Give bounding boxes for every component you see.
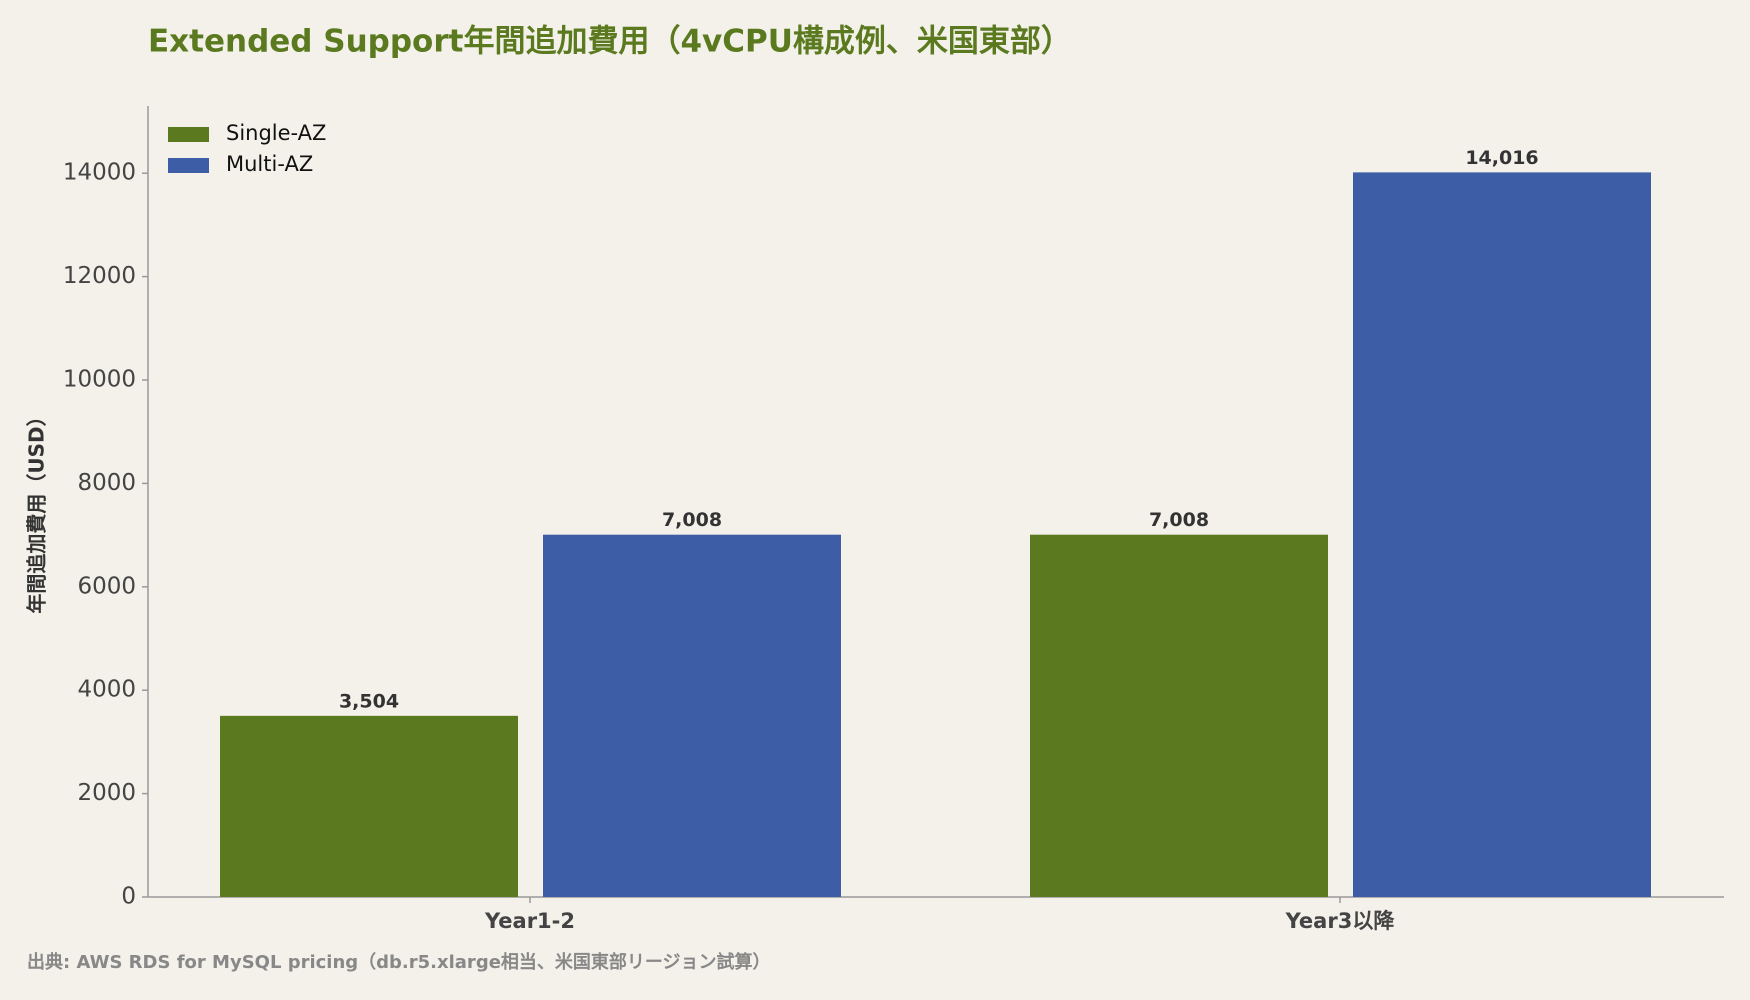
y-tick-label: 2000 bbox=[77, 780, 136, 806]
y-tick-label: 0 bbox=[121, 884, 136, 910]
legend-swatch bbox=[168, 127, 209, 142]
chart-title: Extended Support年間追加費用（4vCPU構成例、米国東部） bbox=[148, 24, 1072, 60]
x-tick-label: Year3以降 bbox=[1285, 909, 1396, 933]
y-tick-label: 8000 bbox=[77, 470, 136, 496]
value-label: 7,008 bbox=[662, 509, 722, 531]
source-note: 出典: AWS RDS for MySQL pricing（db.r5.xlar… bbox=[27, 951, 771, 973]
x-tick-label: Year1-2 bbox=[484, 909, 575, 933]
bar bbox=[220, 715, 518, 897]
bar bbox=[1030, 534, 1328, 897]
y-tick-label: 6000 bbox=[77, 573, 136, 599]
y-tick-label: 10000 bbox=[63, 367, 136, 393]
y-tick-label: 12000 bbox=[63, 263, 136, 289]
legend-swatch bbox=[168, 158, 209, 173]
value-label: 3,504 bbox=[339, 690, 399, 712]
value-label: 14,016 bbox=[1465, 147, 1538, 169]
bar bbox=[543, 534, 841, 897]
legend-label: Multi-AZ bbox=[226, 152, 313, 176]
y-tick-label: 14000 bbox=[63, 160, 136, 186]
legend-label: Single-AZ bbox=[226, 121, 326, 145]
y-axis-label: 年間追加費用（USD） bbox=[25, 406, 49, 613]
y-tick-label: 4000 bbox=[77, 677, 136, 703]
value-label: 7,008 bbox=[1149, 509, 1209, 531]
bar bbox=[1353, 172, 1651, 897]
